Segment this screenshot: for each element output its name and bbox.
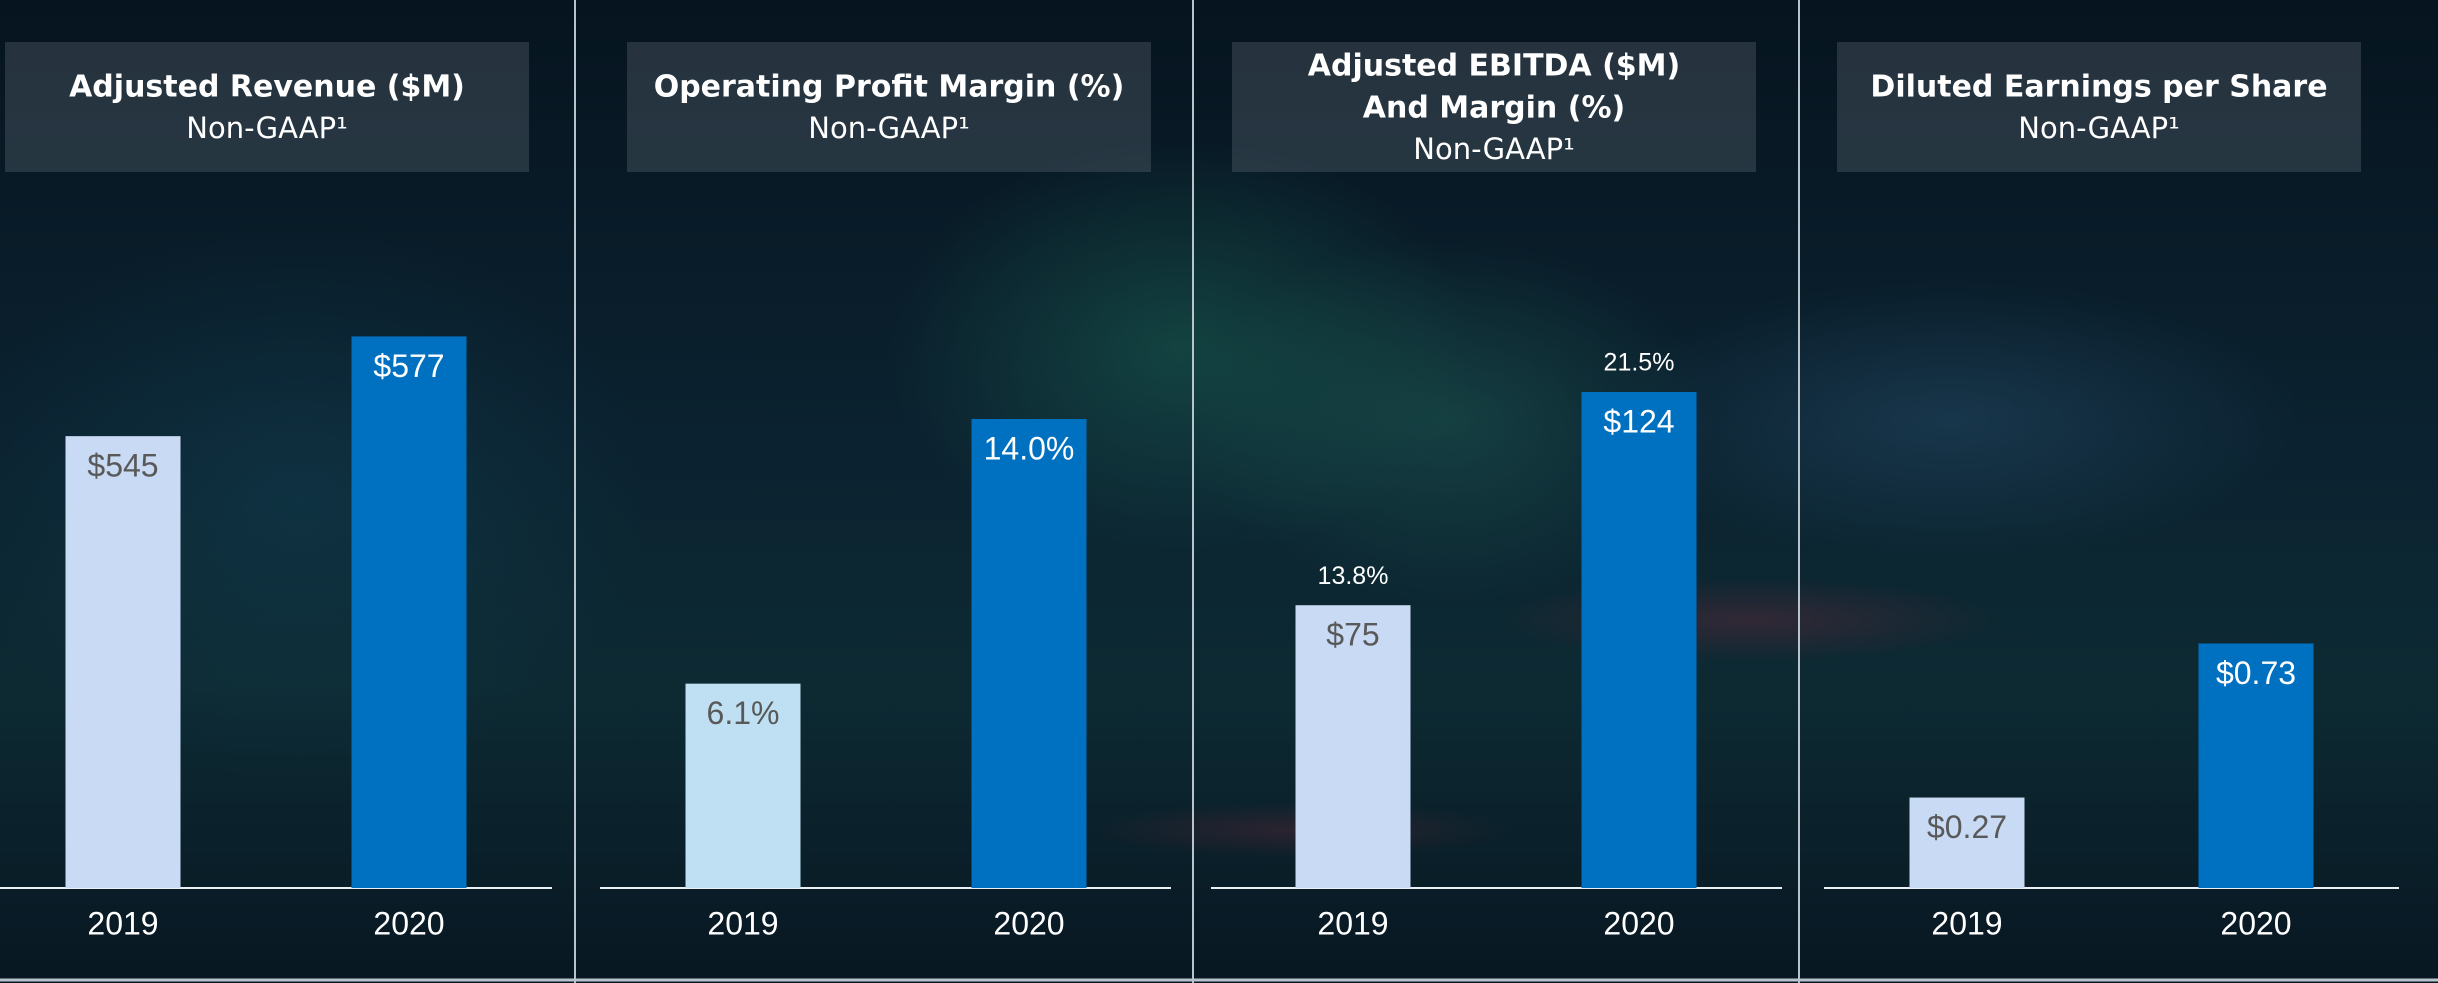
chart-title: Diluted Earnings per Share [1870,70,2327,105]
chart-title: And Margin (%) [1363,91,1625,126]
value-label: 6.1% [707,695,780,731]
bar [66,436,181,888]
x-tick-label: 2020 [993,905,1064,941]
chart: Adjusted Revenue ($M) Non-GAAP¹ $545 2019 $5… [0,0,2438,983]
page: {"chart_data": [ {"type": "bar", "title"… [0,0,2438,983]
x-tick-label: 2020 [373,905,444,941]
x-tick-label: 2020 [1603,905,1674,941]
title-box [1837,42,2361,172]
chart-title: Adjusted EBITDA ($M) [1308,49,1681,84]
value-label: $0.73 [2216,655,2296,691]
bar [972,419,1087,888]
x-tick-label: 2019 [707,905,778,941]
value-label: $545 [87,448,158,484]
x-tick-label: 2020 [2220,905,2291,941]
value-label: $75 [1326,617,1379,653]
chart-subtitle: Non-GAAP¹ [186,111,347,145]
chart-title: Operating Profit Margin (%) [654,70,1125,105]
value-label: $124 [1603,403,1674,439]
x-tick-label: 2019 [1931,905,2002,941]
x-tick-label: 2019 [1317,905,1388,941]
chart-subtitle: Non-GAAP¹ [808,111,969,145]
bar [352,336,467,888]
value-label: $577 [373,348,444,384]
value-label: $0.27 [1927,809,2007,845]
chart-title: Adjusted Revenue ($M) [69,70,465,105]
chart-subtitle: Non-GAAP¹ [2018,111,2179,145]
chart-subtitle: Non-GAAP¹ [1413,132,1574,166]
title-box [5,42,529,172]
value-label: 14.0% [984,430,1075,466]
bar [1582,392,1697,888]
margin-annotation: 21.5% [1604,349,1675,377]
margin-annotation: 13.8% [1318,562,1389,590]
x-tick-label: 2019 [87,905,158,941]
title-box [627,42,1151,172]
